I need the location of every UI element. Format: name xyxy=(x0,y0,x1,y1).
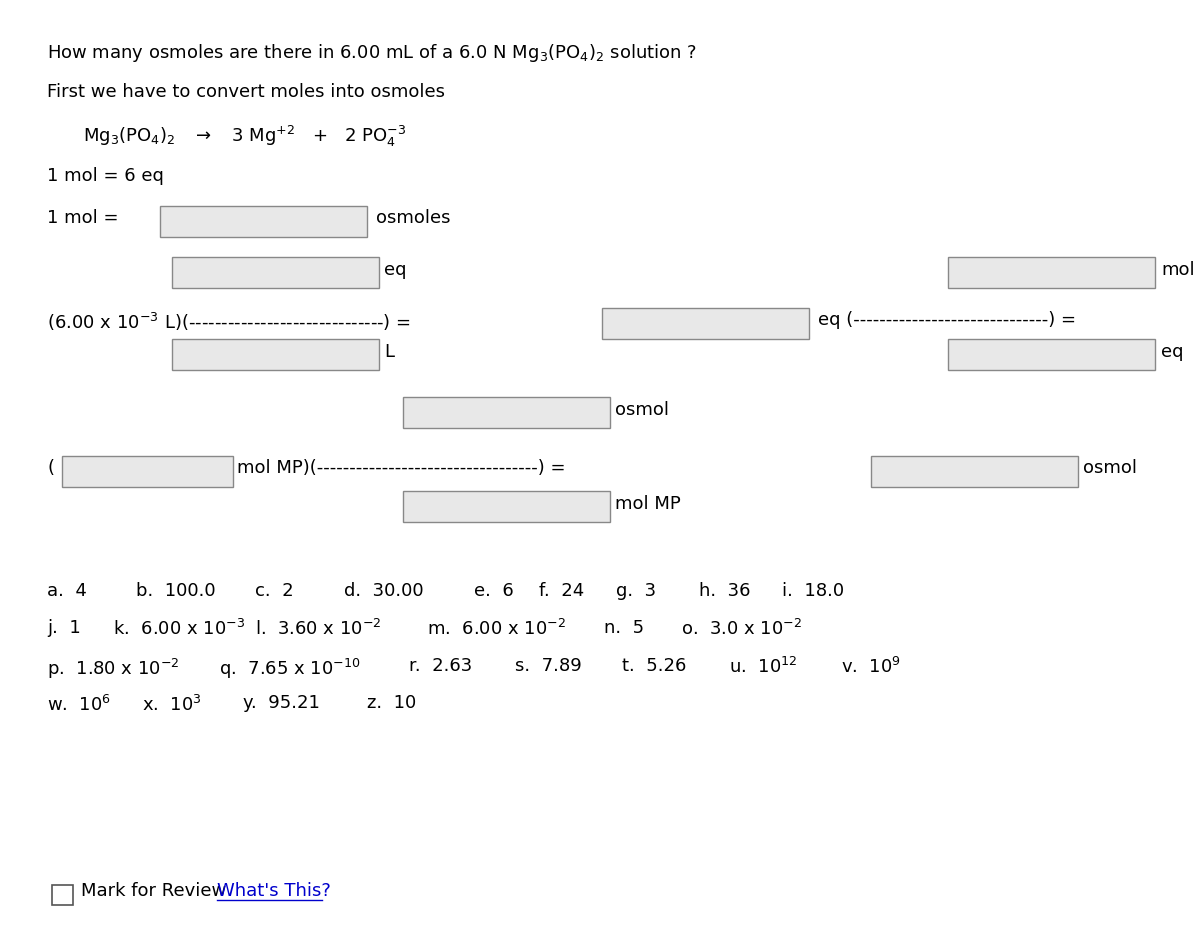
Text: mol MP: mol MP xyxy=(616,495,680,514)
Text: k.  6.00 x 10$^{-3}$: k. 6.00 x 10$^{-3}$ xyxy=(113,619,245,639)
Text: mol: mol xyxy=(1162,261,1195,279)
Text: g.  3: g. 3 xyxy=(616,582,656,599)
Text: h.  36: h. 36 xyxy=(700,582,751,599)
Text: s.  7.89: s. 7.89 xyxy=(516,657,582,675)
FancyBboxPatch shape xyxy=(948,257,1156,288)
Text: p.  1.80 x 10$^{-2}$: p. 1.80 x 10$^{-2}$ xyxy=(47,657,180,681)
Text: m.  6.00 x 10$^{-2}$: m. 6.00 x 10$^{-2}$ xyxy=(426,619,566,639)
Text: f.  24: f. 24 xyxy=(539,582,584,599)
Text: 1 mol = 6 eq: 1 mol = 6 eq xyxy=(47,167,164,185)
Text: osmol: osmol xyxy=(616,401,670,420)
Text: r.  2.63: r. 2.63 xyxy=(409,657,472,675)
Text: o.  3.0 x 10$^{-2}$: o. 3.0 x 10$^{-2}$ xyxy=(682,619,803,639)
Text: x.  10$^{3}$: x. 10$^{3}$ xyxy=(142,694,202,714)
Text: Mark for Review: Mark for Review xyxy=(80,882,232,901)
Text: What's This?: What's This? xyxy=(217,882,331,901)
Text: How many osmoles are there in 6.00 mL of a 6.0 N Mg$_3$(PO$_4$)$_2$ solution ?: How many osmoles are there in 6.00 mL of… xyxy=(47,42,697,64)
FancyBboxPatch shape xyxy=(172,257,379,288)
Text: j.  1: j. 1 xyxy=(47,619,82,637)
FancyBboxPatch shape xyxy=(172,339,379,370)
Text: z.  10: z. 10 xyxy=(367,694,416,712)
Text: u.  10$^{12}$: u. 10$^{12}$ xyxy=(728,657,797,677)
Text: L: L xyxy=(384,343,394,361)
FancyBboxPatch shape xyxy=(61,456,234,487)
Text: osmol: osmol xyxy=(1084,459,1138,477)
Text: t.  5.26: t. 5.26 xyxy=(622,657,686,675)
Text: First we have to convert moles into osmoles: First we have to convert moles into osmo… xyxy=(47,83,445,101)
FancyBboxPatch shape xyxy=(52,885,73,905)
Text: eq: eq xyxy=(1162,343,1183,361)
Text: osmoles: osmoles xyxy=(376,209,450,227)
Text: eq: eq xyxy=(384,261,407,279)
Text: d.  30.00: d. 30.00 xyxy=(343,582,424,599)
Text: Mg$_3$(PO$_4$)$_2$   $\rightarrow$   3 Mg$^{+2}$   +   2 PO$_4^{-3}$: Mg$_3$(PO$_4$)$_2$ $\rightarrow$ 3 Mg$^{… xyxy=(83,124,406,150)
FancyBboxPatch shape xyxy=(871,456,1079,487)
Text: n.  5: n. 5 xyxy=(605,619,644,637)
Text: l.  3.60 x 10$^{-2}$: l. 3.60 x 10$^{-2}$ xyxy=(254,619,382,639)
Text: a.  4: a. 4 xyxy=(47,582,88,599)
Text: b.  100.0: b. 100.0 xyxy=(137,582,216,599)
Text: e.  6: e. 6 xyxy=(474,582,514,599)
Text: w.  10$^{6}$: w. 10$^{6}$ xyxy=(47,694,112,714)
FancyBboxPatch shape xyxy=(602,308,809,339)
FancyBboxPatch shape xyxy=(403,397,611,428)
Text: c.  2: c. 2 xyxy=(254,582,293,599)
Text: v.  10$^{9}$: v. 10$^{9}$ xyxy=(841,657,901,677)
Text: eq (------------------------------) =: eq (------------------------------) = xyxy=(817,311,1075,328)
Text: i.  18.0: i. 18.0 xyxy=(782,582,845,599)
FancyBboxPatch shape xyxy=(160,206,367,237)
FancyBboxPatch shape xyxy=(403,491,611,522)
Text: (6.00 x 10$^{-3}$ L)(------------------------------) =: (6.00 x 10$^{-3}$ L)(-------------------… xyxy=(47,311,412,332)
Text: q.  7.65 x 10$^{-10}$: q. 7.65 x 10$^{-10}$ xyxy=(220,657,361,681)
Text: (: ( xyxy=(47,459,54,477)
Text: y.  95.21: y. 95.21 xyxy=(242,694,319,712)
Text: mol MP)(----------------------------------) =: mol MP)(--------------------------------… xyxy=(236,459,565,477)
FancyBboxPatch shape xyxy=(948,339,1156,370)
Text: 1 mol =: 1 mol = xyxy=(47,209,119,227)
